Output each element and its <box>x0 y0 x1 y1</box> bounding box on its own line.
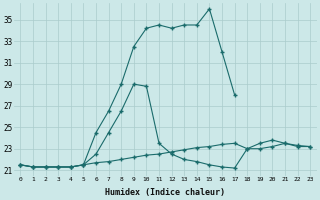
X-axis label: Humidex (Indice chaleur): Humidex (Indice chaleur) <box>105 188 225 197</box>
